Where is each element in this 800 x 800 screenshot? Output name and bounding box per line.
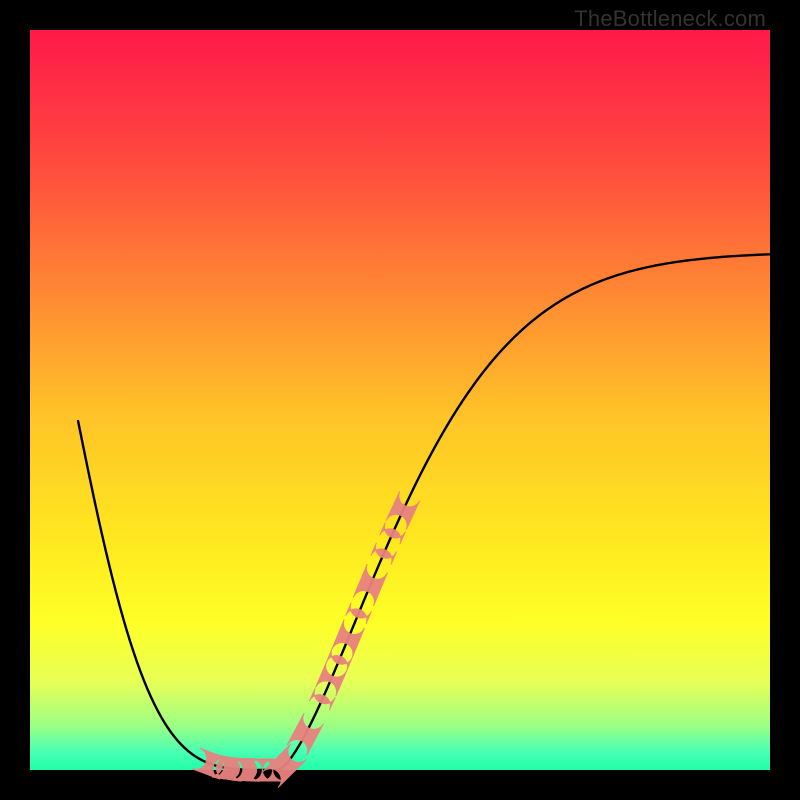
chart-frame: TheBottleneck.com — [0, 0, 800, 800]
bottleneck-curve — [30, 30, 770, 770]
plot-area — [30, 30, 770, 770]
curve-marker — [353, 564, 387, 606]
curve-marker — [287, 713, 323, 755]
curve-marker — [332, 620, 365, 658]
curve-marker — [386, 491, 419, 529]
curve-marker — [326, 649, 352, 670]
curve-marker — [309, 688, 335, 710]
watermark-label: TheBottleneck.com — [574, 6, 766, 32]
curve-marker — [346, 603, 372, 624]
curve-marker — [371, 543, 397, 565]
curve-marker — [316, 662, 347, 696]
curve-marker — [380, 523, 406, 545]
